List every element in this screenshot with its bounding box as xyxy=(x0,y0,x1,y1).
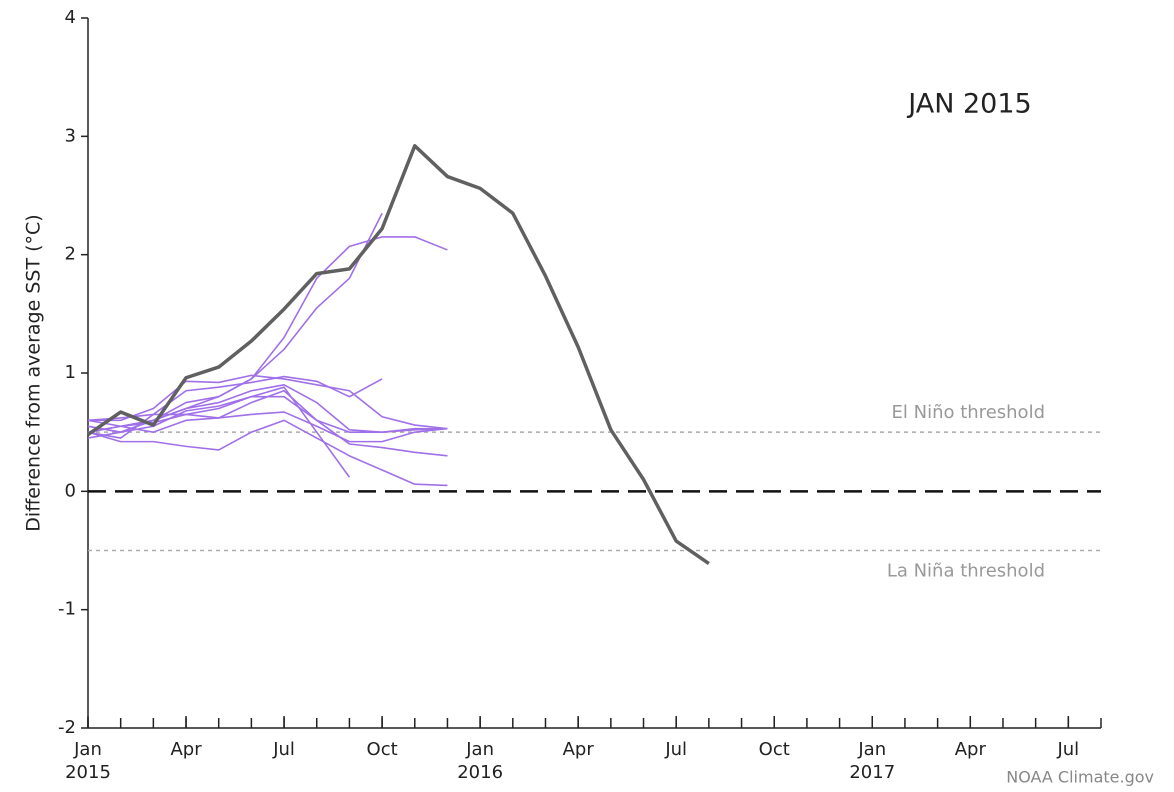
model-line xyxy=(87,212,383,433)
x-tick-label: Oct xyxy=(367,739,398,760)
model-line xyxy=(87,236,448,433)
model-line xyxy=(87,411,448,443)
model-line xyxy=(87,386,351,478)
observed-line xyxy=(87,144,710,565)
y-tick-label: -2 xyxy=(58,717,76,738)
credit: NOAA Climate.gov xyxy=(1006,768,1154,787)
model-line xyxy=(88,374,448,430)
x-tick-label: Jan xyxy=(73,739,102,760)
y-tick-label: 0 xyxy=(65,480,76,501)
x-tick-label: Jul xyxy=(272,739,295,760)
x-tick-label: Jul xyxy=(664,739,687,760)
model-line xyxy=(87,419,448,487)
x-tick-label: Apr xyxy=(955,739,987,760)
y-axis-label: Difference from average SST (°C) xyxy=(23,214,45,531)
x-tick-label: Jan xyxy=(857,739,886,760)
model-line xyxy=(87,389,448,457)
reference-label: El Niño threshold xyxy=(892,402,1045,423)
x-tick-year: 2016 xyxy=(457,762,503,783)
reference-label: La Niña threshold xyxy=(887,561,1045,582)
y-tick-label: 4 xyxy=(65,7,76,28)
chart-title: JAN 2015 xyxy=(906,89,1031,120)
y-tick-label: 3 xyxy=(65,125,76,146)
x-tick-label: Jul xyxy=(1056,739,1079,760)
x-tick-label: Oct xyxy=(759,739,790,760)
y-tick-label: -1 xyxy=(58,599,76,620)
y-tick-label: 1 xyxy=(65,362,76,383)
x-tick-label: Apr xyxy=(563,739,595,760)
x-tick-year: 2015 xyxy=(65,762,111,783)
y-tick-label: 2 xyxy=(65,244,76,265)
x-tick-label: Jan xyxy=(465,739,494,760)
x-tick-year: 2017 xyxy=(849,762,895,783)
x-tick-label: Apr xyxy=(170,739,202,760)
